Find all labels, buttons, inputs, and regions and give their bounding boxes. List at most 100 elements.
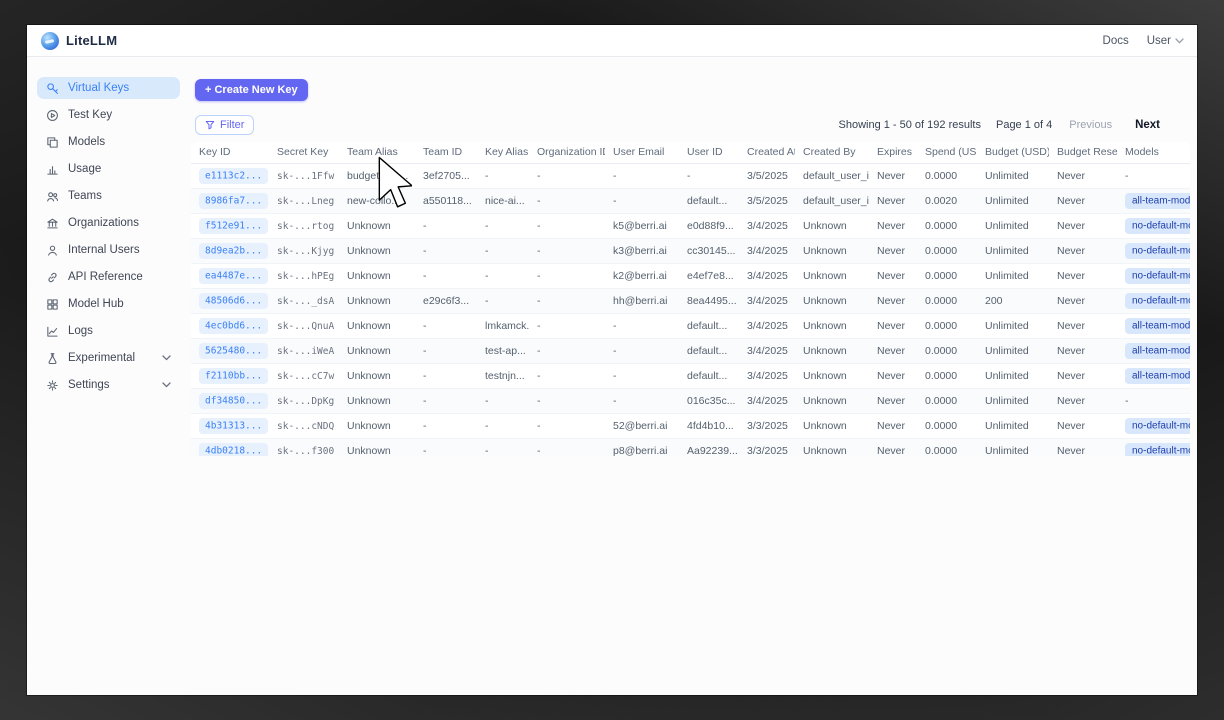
filter-button[interactable]: Filter [195, 115, 255, 135]
cell-value: Never [1057, 169, 1086, 182]
cell-value: Unknown [347, 419, 391, 432]
cell-value: Never [1057, 269, 1086, 282]
cell-value: Unknown [347, 344, 391, 357]
cell-value: 0.0000 [925, 444, 958, 457]
sidebar-item-test-key[interactable]: Test Key [37, 104, 180, 126]
models-badge: no-default-models [1125, 218, 1190, 234]
sidebar-item-label: Test Key [68, 109, 113, 121]
user-menu[interactable]: User [1147, 35, 1184, 47]
key-id-badge[interactable]: 4db0218... [199, 443, 269, 456]
models-badge: no-default-models [1125, 443, 1190, 456]
sidebar-item-label: API Reference [68, 271, 143, 283]
cell-value: 0.0000 [925, 169, 958, 182]
people-icon [46, 190, 59, 203]
sidebar-item-organizations[interactable]: Organizations [37, 212, 180, 234]
cell-value: Never [1057, 344, 1086, 357]
next-page-button[interactable]: Next [1135, 119, 1160, 131]
key-id-badge[interactable]: 8986fa7... [199, 193, 269, 209]
cell-value: default_user_id [803, 194, 869, 207]
sidebar-item-model-hub[interactable]: Model Hub [37, 293, 180, 315]
key-id-badge[interactable]: 5625480... [199, 343, 269, 359]
cell-value: - [485, 294, 489, 307]
table-row[interactable]: 48506d6... sk-..._dsA Unknown e29c6f3... - - h… [191, 288, 1190, 314]
table-row[interactable]: e1113c2... sk-...1Ffw budget_tea... 3ef2705… [191, 163, 1190, 189]
table-row[interactable]: 4ec0bd6...sk-...QnuAUnknown-lmkamck...--… [191, 313, 1190, 339]
sidebar: Virtual Keys Test Key Models Usage Teams Orga… [27, 57, 190, 695]
sidebar-item-api-reference[interactable]: API Reference [37, 266, 180, 288]
table-row[interactable]: 4b31313... sk-...cNDQ Unknown - - - 52@berri.a… [191, 413, 1190, 439]
sidebar-item-logs[interactable]: Logs [37, 320, 180, 342]
key-id-badge[interactable]: 4b31313... [199, 418, 269, 434]
main-content: + Create New Key Filter Showing 1 - 50 o… [190, 57, 1197, 695]
cell-value: Never [877, 394, 906, 407]
key-id-badge[interactable]: 8d9ea2b... [199, 243, 269, 259]
create-new-key-button[interactable]: + Create New Key [195, 79, 308, 101]
cell-value: e4ef7e8... [687, 269, 734, 282]
cell-value: a550118... [423, 194, 472, 207]
sidebar-item-internal-users[interactable]: Internal Users [37, 239, 180, 261]
table-row[interactable]: 5625480... sk-...iWeA Unknown - test-ap... - -… [191, 338, 1190, 364]
cell-value: Never [877, 369, 906, 382]
key-icon [46, 82, 59, 95]
pagination: Showing 1 - 50 of 192 results Page 1 of … [839, 119, 1161, 131]
cell-value: - [613, 369, 617, 382]
cell-value: Never [877, 319, 906, 332]
cell-value: 3/3/2025 [747, 419, 788, 432]
cell-value: - [613, 394, 617, 407]
cell-value: - [537, 394, 541, 407]
cell-value: Unknown [803, 344, 847, 357]
column-header-expires: Expires [869, 142, 917, 164]
cell-value: 0.0000 [925, 344, 958, 357]
secret-key-value: sk-...QnuA [277, 320, 335, 332]
cell-value: 3/4/2025 [747, 344, 788, 357]
sidebar-item-teams[interactable]: Teams [37, 185, 180, 207]
cell-value: - [485, 244, 489, 257]
cell-value: - [485, 269, 489, 282]
cell-value: Never [1057, 444, 1086, 457]
page-indicator: Page 1 of 4 [995, 119, 1053, 131]
key-id-badge[interactable]: e1113c2... [199, 168, 269, 184]
cell-value: Unknown [803, 369, 847, 382]
cell-value: - [423, 244, 427, 257]
previous-page-button[interactable]: Previous [1069, 119, 1113, 131]
cell-value: - [613, 169, 617, 182]
key-id-badge[interactable]: f512e91... [199, 218, 269, 234]
cell-value: - [423, 444, 427, 457]
key-id-badge[interactable]: ea4487e... [199, 268, 269, 284]
sidebar-item-settings[interactable]: Settings [37, 374, 180, 396]
cell-value: - [485, 444, 489, 457]
table-row[interactable]: 8d9ea2b... sk-...Kjyg Unknown - - - k3@berri.a… [191, 238, 1190, 264]
sidebar-item-usage[interactable]: Usage [37, 158, 180, 180]
table-row[interactable]: 4db0218... sk-...f300 Unknown - - - p8@berri.a… [191, 438, 1190, 456]
table-row[interactable]: df34850... sk-...DpKg Unknown - - - - 016c35c..… [191, 388, 1190, 414]
sidebar-item-experimental[interactable]: Experimental [37, 347, 180, 369]
table-row[interactable]: ea4487e... sk-...hPEg Unknown - - - k2@berri.a… [191, 263, 1190, 289]
sidebar-item-virtual-keys[interactable]: Virtual Keys [37, 77, 180, 99]
cell-value: default... [687, 344, 728, 357]
models-badge: all-team-models [1125, 343, 1190, 359]
key-id-badge[interactable]: 4ec0bd6... [199, 318, 269, 334]
cell-value: Never [1057, 394, 1086, 407]
cell-value: Unlimited [985, 194, 1029, 207]
cell-value: Unlimited [985, 244, 1029, 257]
cell-value: - [537, 294, 541, 307]
key-id-badge[interactable]: df34850... [199, 393, 269, 409]
cell-value: Never [877, 194, 906, 207]
cell-value: 0.0000 [925, 269, 958, 282]
cell-value: Unknown [347, 394, 391, 407]
table-row[interactable]: 8986fa7... sk-...Lneg new-collo... a550118.… [191, 188, 1190, 214]
table-toolbar: Filter Showing 1 - 50 of 192 results Pag… [195, 115, 1197, 135]
table-row[interactable]: f512e91... sk-...rtog Unknown - - - k5@berri.a… [191, 213, 1190, 239]
key-id-badge[interactable]: f2110bb... [199, 368, 269, 384]
key-id-badge[interactable]: 48506d6... [199, 293, 269, 309]
app-body: Virtual Keys Test Key Models Usage Teams Orga… [27, 57, 1197, 695]
cell-value: - [423, 269, 427, 282]
cell-value: - [537, 444, 541, 457]
docs-link[interactable]: Docs [1102, 34, 1129, 47]
cell-value: - [485, 219, 489, 232]
sidebar-item-models[interactable]: Models [37, 131, 180, 153]
sidebar-item-label: Settings [68, 379, 110, 391]
table-row[interactable]: f2110bb... sk-...cC7w Unknown - testnjn... - -… [191, 363, 1190, 389]
models-badge: all-team-models [1125, 193, 1190, 209]
cell-value: - [537, 344, 541, 357]
